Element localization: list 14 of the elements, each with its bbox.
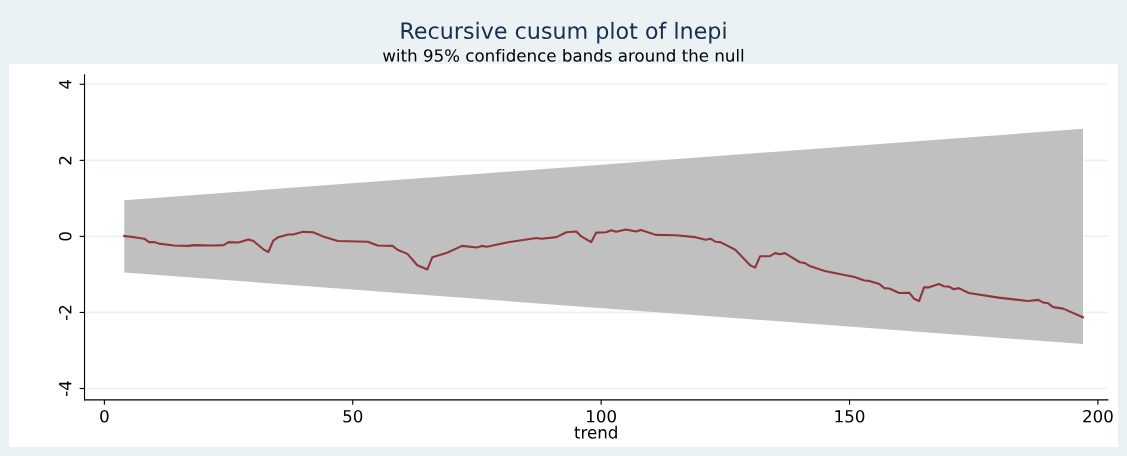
y-tick-label: -2 bbox=[58, 305, 72, 320]
x-tick-label: 100 bbox=[587, 409, 616, 423]
x-axis-title: trend bbox=[574, 425, 617, 439]
x-tick-label: 0 bbox=[100, 409, 109, 423]
y-tick-label: 0 bbox=[58, 232, 72, 241]
chart-title: Recursive cusum plot of lnepi bbox=[401, 21, 726, 44]
chart-subtitle: with 95% confidence bands around the null bbox=[383, 48, 744, 62]
y-tick-label: 4 bbox=[59, 79, 72, 89]
line-series bbox=[123, 228, 1085, 319]
y-tick-label: -4 bbox=[59, 381, 72, 396]
x-tick-label: 200 bbox=[1083, 409, 1113, 423]
x-tick-label: 150 bbox=[835, 409, 865, 423]
x-tick-label: 50 bbox=[343, 409, 363, 423]
y-tick-label: 2 bbox=[58, 156, 72, 165]
